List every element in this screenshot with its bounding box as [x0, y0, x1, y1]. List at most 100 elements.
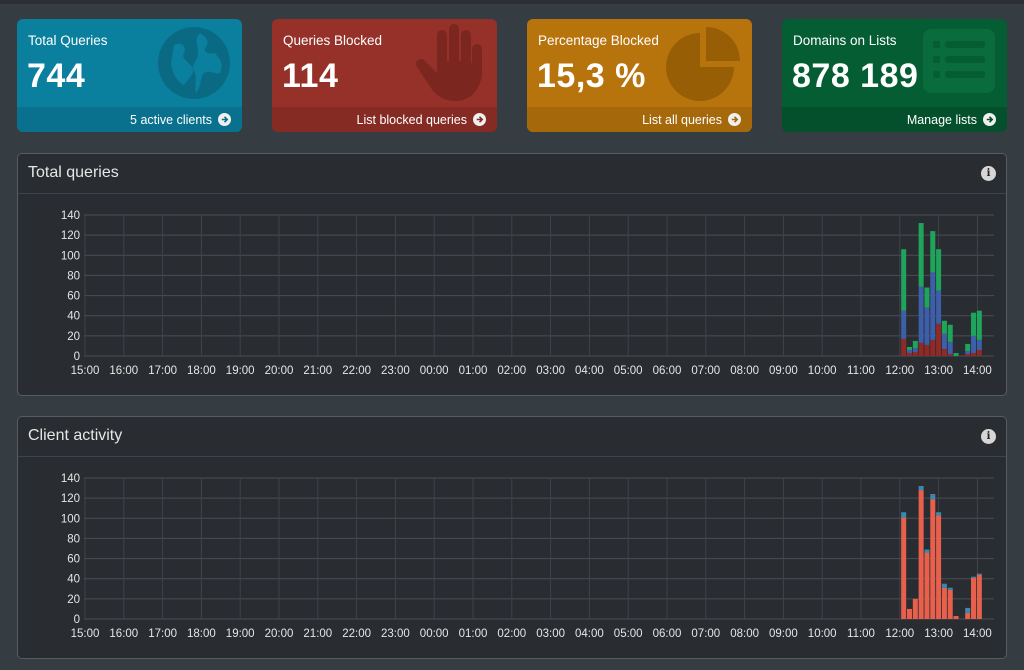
bar-segment[interactable] — [971, 576, 977, 578]
bar-segment[interactable] — [901, 249, 907, 311]
y-tick-label: 120 — [61, 493, 80, 505]
panel-header: Client activity i — [18, 417, 1006, 457]
stat-value: 878 189 — [792, 57, 919, 95]
bar-segment[interactable] — [965, 607, 971, 609]
x-tick-label: 20:00 — [265, 365, 294, 377]
x-tick-label: 13:00 — [924, 365, 953, 377]
manage-lists-link[interactable]: Manage lists — [782, 107, 1007, 132]
bar-segment[interactable] — [947, 353, 953, 356]
list-all-queries-link[interactable]: List all queries — [527, 107, 752, 132]
bar-segment[interactable] — [924, 287, 930, 308]
bar-segment[interactable] — [971, 577, 977, 619]
panel-title: Total queries — [28, 164, 119, 181]
pie-chart-icon — [666, 27, 740, 101]
bar-segment[interactable] — [918, 223, 924, 287]
stat-value: 744 — [27, 57, 86, 95]
bar-segment[interactable] — [901, 338, 907, 356]
active-clients-link[interactable]: 5 active clients — [17, 107, 242, 132]
client-activity-chart: 0 20 40 60 80 100 120 140 15:00 16:00 17:00 18:00 19… — [61, 473, 994, 640]
bar-segment[interactable] — [976, 574, 982, 619]
bar-segment[interactable] — [912, 340, 918, 348]
x-tick-label: 20:00 — [265, 628, 294, 640]
bar-segment[interactable] — [930, 494, 936, 496]
bar-segment[interactable] — [936, 323, 942, 356]
bar-segment[interactable] — [947, 341, 953, 354]
bar-segment[interactable] — [930, 231, 936, 273]
bar-segment[interactable] — [941, 348, 947, 356]
list-blocked-queries-link[interactable]: List blocked queries — [272, 107, 497, 132]
bar-segment[interactable] — [941, 583, 947, 585]
bar-segment[interactable] — [924, 549, 930, 553]
globe-icon — [158, 27, 230, 99]
bar-segment[interactable] — [965, 343, 971, 351]
bar-segment[interactable] — [971, 352, 977, 356]
bar-segment[interactable] — [924, 307, 930, 345]
x-tick-label: 11:00 — [847, 365, 875, 377]
bar-segment[interactable] — [912, 347, 918, 352]
stat-title: Queries Blocked — [283, 33, 383, 48]
arrow-right-icon — [983, 113, 996, 126]
bar-segment[interactable] — [936, 515, 942, 619]
x-tick-label: 19:00 — [226, 365, 255, 377]
x-tick-label: 01:00 — [459, 365, 488, 377]
bar-segment[interactable] — [930, 495, 936, 500]
bar-segment[interactable] — [901, 517, 907, 619]
bar-segment[interactable] — [976, 310, 982, 340]
x-tick-label: 03:00 — [536, 365, 565, 377]
bar-segment[interactable] — [953, 352, 959, 356]
stat-value: 114 — [282, 57, 339, 95]
bar-segment[interactable] — [930, 339, 936, 356]
x-tick-label: 12:00 — [885, 365, 914, 377]
bar-segment[interactable] — [918, 490, 924, 619]
bar-segment[interactable] — [930, 499, 936, 619]
bar-segment[interactable] — [976, 349, 982, 356]
bar-segment[interactable] — [936, 249, 942, 291]
total-queries-panel: Total queries i 0 20 40 60 80 100 120 140 15:00 1… — [17, 153, 1007, 396]
bar-segment[interactable] — [936, 290, 942, 324]
bar-segment[interactable] — [901, 310, 907, 339]
bar-segment[interactable] — [907, 352, 912, 356]
bar-segment[interactable] — [901, 512, 907, 518]
bar-segment[interactable] — [924, 552, 930, 619]
bar-segment[interactable] — [918, 487, 924, 491]
bar-segment[interactable] — [907, 346, 912, 350]
bar-segment[interactable] — [912, 351, 918, 356]
bar-segment[interactable] — [947, 324, 953, 342]
bar-segment[interactable] — [941, 587, 947, 619]
stat-title: Percentage Blocked — [538, 33, 659, 48]
bar-segment[interactable] — [971, 335, 977, 353]
bar-segment[interactable] — [965, 353, 971, 356]
bar-segment[interactable] — [976, 339, 982, 350]
bar-segment[interactable] — [976, 573, 982, 575]
bar-segment[interactable] — [971, 312, 977, 336]
bar-segment[interactable] — [912, 598, 918, 619]
bar-segment[interactable] — [965, 350, 971, 354]
bar-segment[interactable] — [947, 589, 953, 619]
info-icon[interactable]: i — [981, 429, 996, 444]
bar-segment[interactable] — [965, 612, 971, 619]
bar-segment[interactable] — [941, 320, 947, 334]
bar-segment[interactable] — [930, 272, 936, 340]
bar-segment[interactable] — [936, 512, 942, 516]
bar-segment[interactable] — [907, 608, 912, 619]
arrow-right-icon — [728, 113, 741, 126]
bar-segment[interactable] — [941, 584, 947, 588]
y-tick-label: 140 — [61, 210, 80, 222]
bar-segment[interactable] — [965, 608, 971, 613]
bar-segment[interactable] — [947, 587, 953, 590]
bar-segment[interactable] — [918, 342, 924, 356]
x-tick-label: 21:00 — [303, 628, 332, 640]
x-tick-label: 23:00 — [381, 365, 410, 377]
y-tick-label: 80 — [67, 270, 80, 282]
bar-segment[interactable] — [907, 349, 912, 353]
info-icon[interactable]: i — [981, 166, 996, 181]
bar-segment[interactable] — [953, 615, 959, 619]
stat-percentage-blocked: Percentage Blocked 15,3 % List all queri… — [527, 19, 752, 132]
bar-segment[interactable] — [924, 344, 930, 356]
bar-segment[interactable] — [941, 333, 947, 349]
bar-segment[interactable] — [918, 486, 924, 488]
x-tick-label: 18:00 — [187, 628, 216, 640]
x-tick-label: 04:00 — [575, 365, 604, 377]
x-tick-label: 14:00 — [963, 365, 992, 377]
bar-segment[interactable] — [918, 286, 924, 343]
